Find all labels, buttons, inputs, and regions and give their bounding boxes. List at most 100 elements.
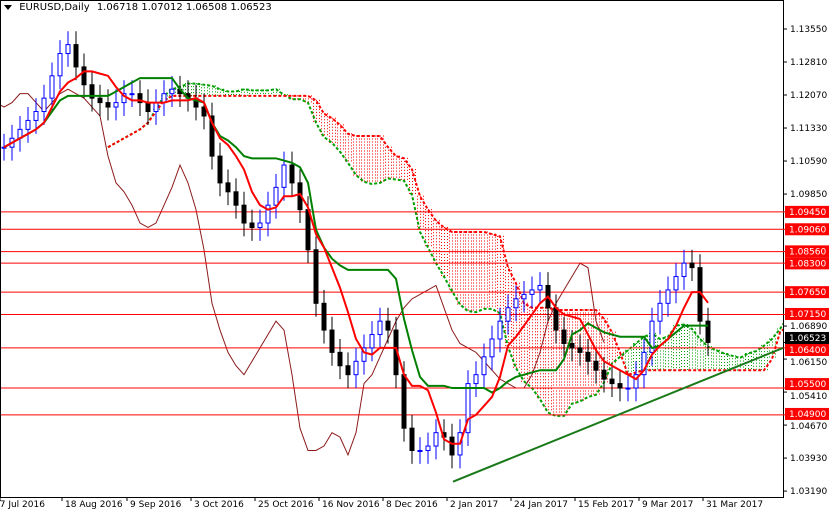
x-tick-label: 9 Mar 2017 [642, 500, 693, 509]
candle-body [57, 53, 63, 77]
candle-body [73, 44, 79, 68]
candle-body [305, 209, 311, 251]
candle-body [513, 298, 519, 309]
y-tick-label: 1.03930 [790, 454, 827, 464]
level-price-tag [785, 286, 829, 299]
candle-body [145, 102, 151, 113]
candle-body [505, 307, 511, 322]
tenkan-line [3, 70, 709, 445]
x-tick-label: 31 Mar 2017 [706, 500, 763, 509]
level-price-tag [785, 343, 829, 356]
candle-body [689, 262, 695, 269]
candle-body [417, 449, 423, 452]
level-price-tag [785, 205, 829, 218]
candle-body [113, 102, 119, 108]
candle-body [329, 329, 335, 353]
plot-border [0, 0, 784, 498]
candle-body [369, 334, 375, 349]
x-tick-label: 18 Aug 2016 [65, 500, 123, 509]
candle-body [409, 427, 415, 451]
candle-body [553, 307, 559, 331]
candle-body [377, 320, 383, 336]
candle-body [705, 320, 711, 343]
candle-body [241, 204, 247, 224]
candle-body [449, 436, 455, 456]
level-price-tag [785, 257, 829, 270]
x-tick-label: 8 Dec 2016 [386, 500, 438, 509]
candle-body [265, 204, 271, 224]
candle-body [249, 222, 255, 228]
level-price-tag [785, 245, 829, 258]
y-tick-label: 1.06150 [790, 358, 827, 368]
trendline [452, 346, 783, 483]
candle-body [129, 93, 135, 96]
candle-body [65, 44, 71, 55]
candle-body [321, 302, 327, 331]
candle-body [433, 432, 439, 447]
level-price-tag [785, 307, 829, 320]
candle-body [289, 164, 295, 184]
candle-body [665, 289, 671, 304]
y-tick-label: 1.10590 [790, 157, 827, 167]
candle-body [281, 164, 287, 188]
y-tick-label: 1.12810 [790, 58, 827, 68]
candle-body [537, 284, 543, 291]
candle-body [89, 84, 95, 99]
level-price-label: 1.08300 [789, 259, 826, 269]
candle-body [625, 387, 631, 390]
current-price-tag [785, 331, 829, 344]
candle-body [521, 293, 527, 300]
level-price-label: 1.06400 [789, 346, 826, 356]
candle-body [481, 356, 487, 376]
candle-body [201, 106, 207, 117]
candle-body [657, 302, 663, 322]
level-price-label: 1.05500 [789, 380, 826, 390]
candle-body [561, 329, 567, 344]
x-tick-label: 2 Jan 2017 [450, 500, 498, 509]
y-tick-label: 1.12070 [790, 91, 827, 101]
x-tick-label: 25 Oct 2016 [258, 500, 314, 509]
candle-body [225, 182, 231, 193]
current-price-label: 1.06523 [789, 334, 826, 344]
x-tick-label: 15 Feb 2017 [578, 500, 634, 509]
x-tick-label: 16 Nov 2016 [322, 500, 380, 509]
level-price-tag [785, 223, 829, 236]
y-tick-label: 1.11330 [790, 124, 827, 134]
candle-body [49, 75, 55, 99]
candle-body [105, 102, 111, 108]
candle-body [25, 119, 31, 130]
candle-body [353, 360, 359, 376]
candle-body [361, 347, 367, 362]
candle-body [473, 374, 479, 385]
candle-body [337, 351, 343, 367]
candle-body [385, 320, 391, 331]
candle-body [233, 191, 239, 206]
candle-body [489, 338, 495, 358]
chart-title: EURUSD,Daily 1.06718 1.07012 1.06508 1.0… [4, 2, 272, 13]
candle-body [137, 93, 143, 104]
candle-body [681, 262, 687, 278]
symbol-label: EURUSD,Daily [19, 2, 90, 13]
dropdown-triangle-icon[interactable] [4, 4, 12, 10]
candle-body [497, 320, 503, 340]
candle-body [601, 369, 607, 380]
candle-body [617, 383, 623, 389]
candle-body [153, 102, 159, 113]
level-price-label: 1.09060 [789, 225, 826, 235]
y-tick-label: 1.05410 [790, 392, 827, 402]
level-price-label: 1.04900 [789, 410, 826, 420]
level-price-label: 1.07150 [789, 310, 826, 320]
plot-area [0, 31, 783, 483]
candle-body [641, 351, 647, 376]
y-tick-label: 1.04670 [790, 422, 827, 432]
candle-body [345, 365, 351, 376]
candle-body [169, 88, 175, 95]
y-tick-label: 1.03190 [790, 487, 827, 497]
candle-body [33, 111, 39, 121]
candle-body [273, 186, 279, 206]
candle-body [97, 97, 103, 104]
candle-body [465, 383, 471, 434]
y-tick-label: 1.06890 [790, 322, 827, 332]
